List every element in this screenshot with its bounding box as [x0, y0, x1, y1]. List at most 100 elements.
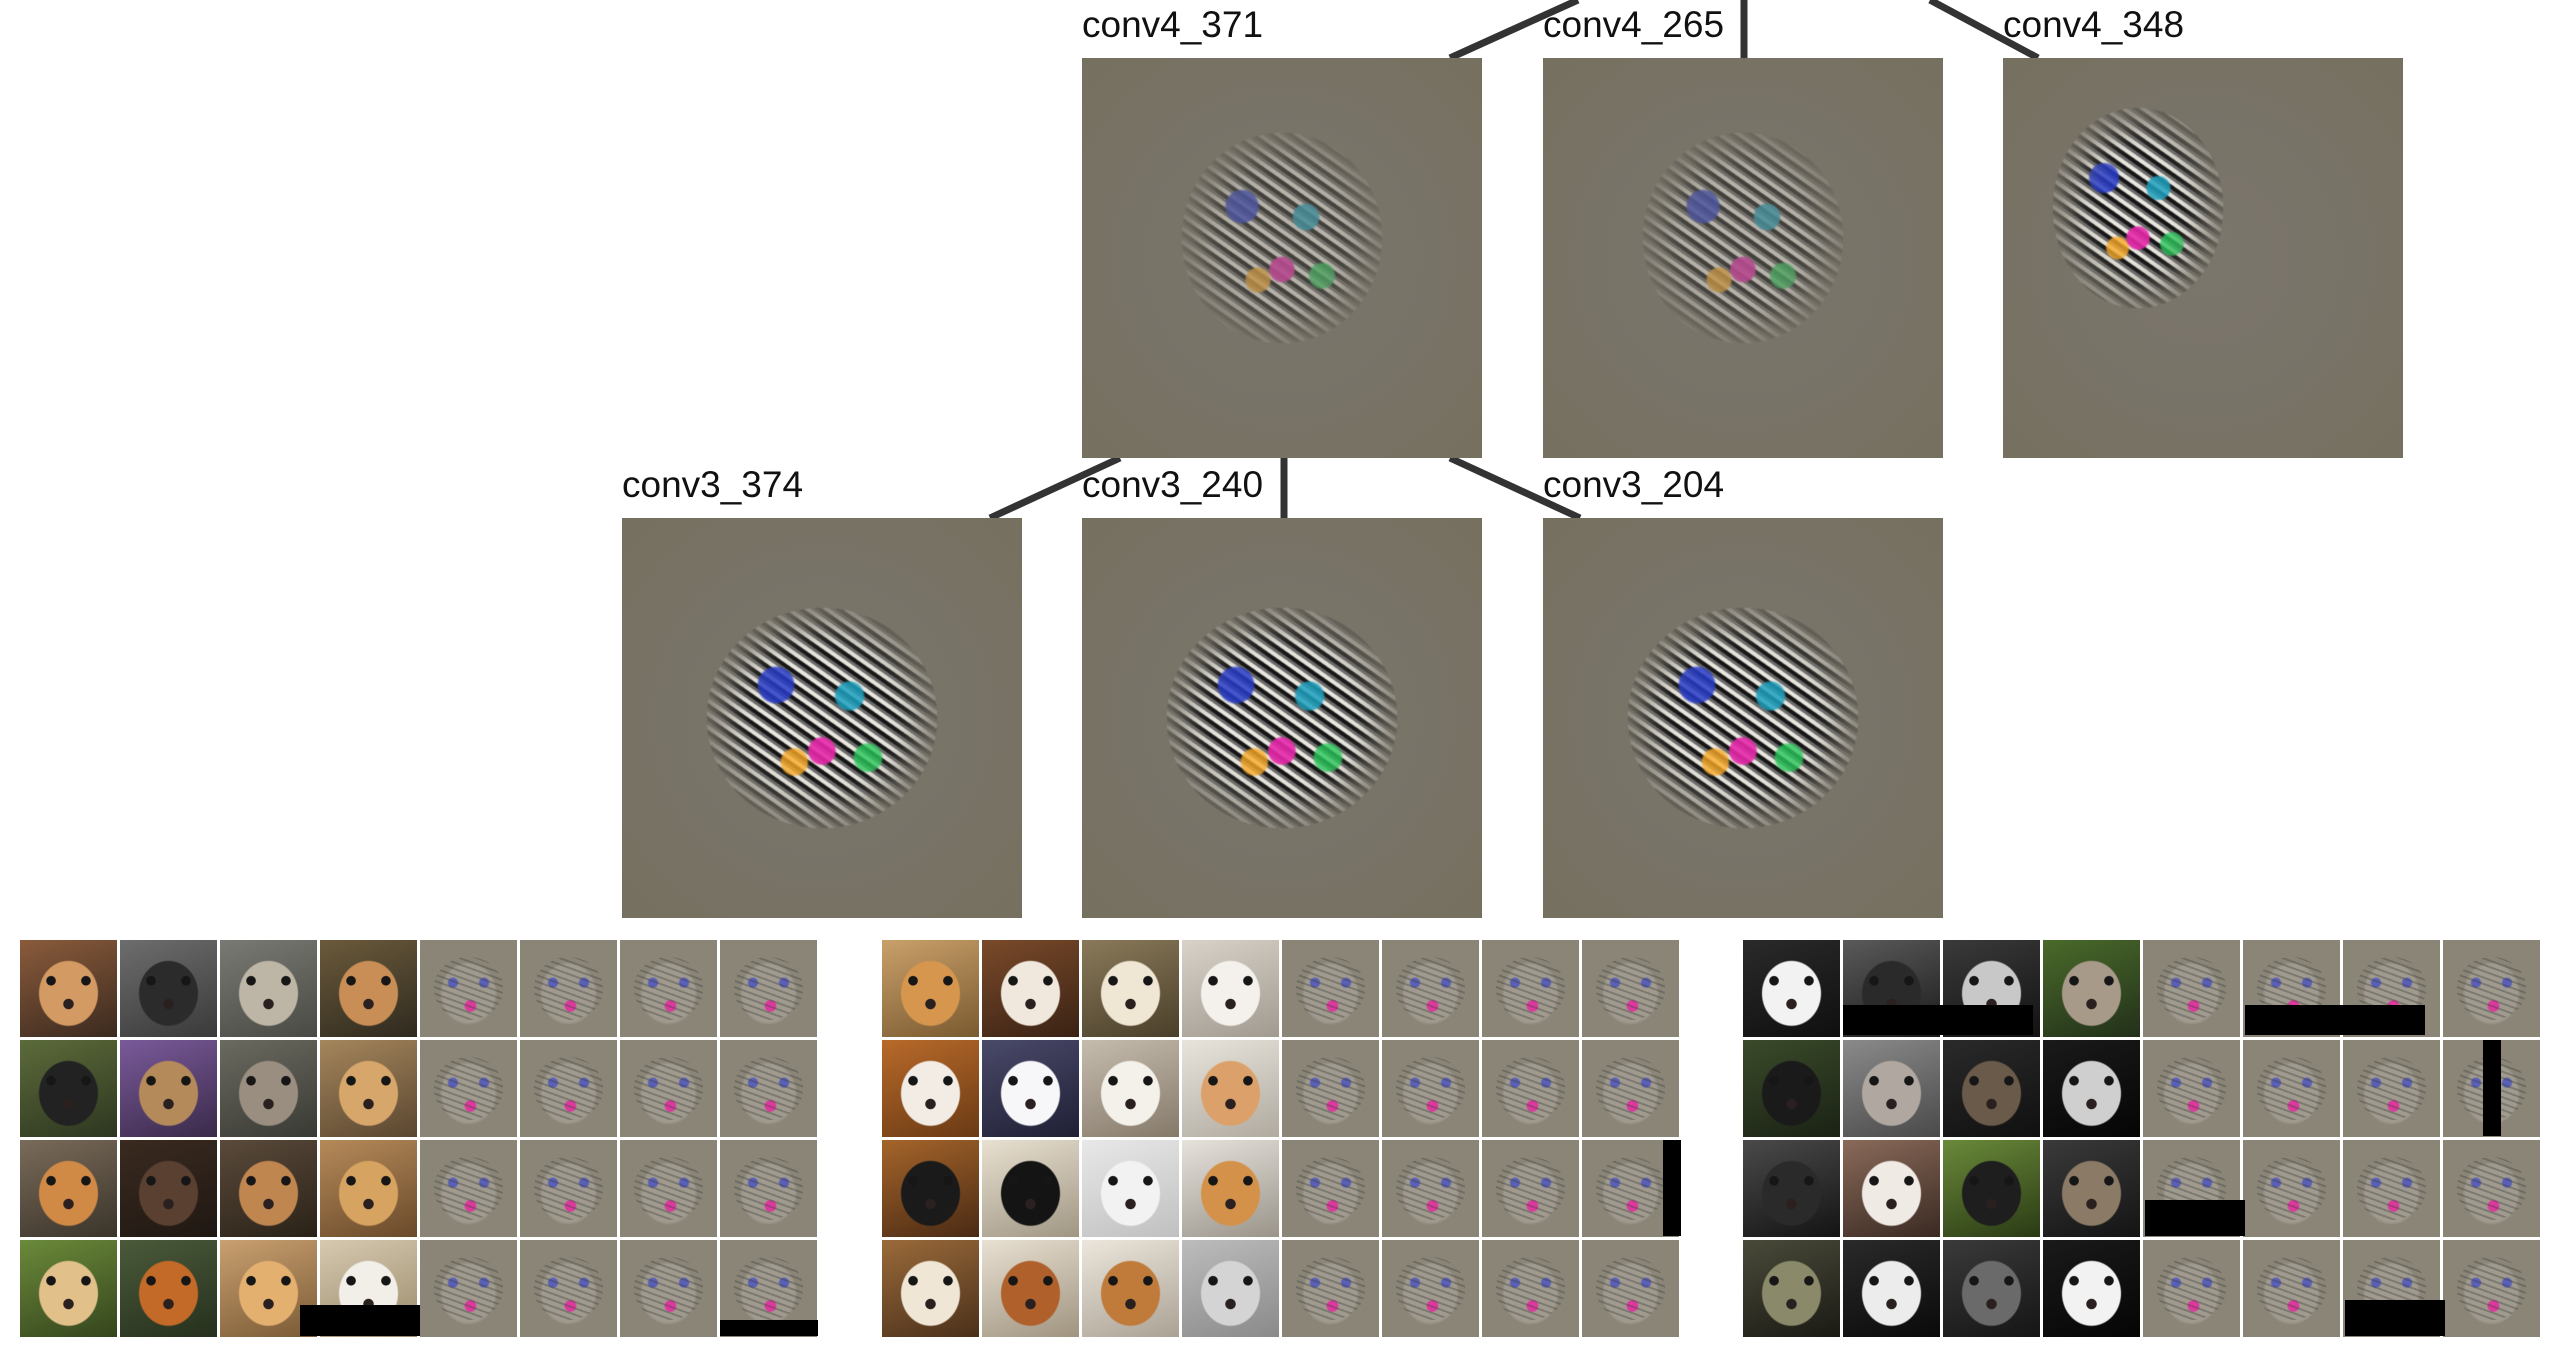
feature-visualization: [1082, 518, 1482, 918]
sample-photo: [1943, 1240, 2040, 1337]
deconv-visualization: [620, 940, 717, 1037]
sample-photo: [1743, 1040, 1840, 1137]
sample-photo: [220, 1140, 317, 1237]
sample-photo: [1082, 1040, 1179, 1137]
deconv-visualization: [1582, 940, 1679, 1037]
deconv-visualization: [1382, 1140, 1479, 1237]
sample-photo: [2043, 1140, 2140, 1237]
grid-right: [1743, 940, 2543, 1337]
sample-photo: [982, 1140, 1079, 1237]
deconv-visualization: [2243, 1040, 2340, 1137]
feature-visualization: [1543, 58, 1943, 458]
deconv-visualization: [720, 940, 817, 1037]
image-padding-bar: [2145, 1200, 2245, 1236]
sample-photo: [2043, 940, 2140, 1037]
node-label: conv3_374: [622, 464, 804, 505]
deconv-visualization: [2443, 1240, 2540, 1337]
sample-photo: [120, 1040, 217, 1137]
sample-photo: [1943, 1040, 2040, 1137]
deconv-visualization: [420, 940, 517, 1037]
sample-photo: [320, 940, 417, 1037]
sample-photo: [220, 1040, 317, 1137]
sample-photo: [20, 1040, 117, 1137]
deconv-visualization: [520, 940, 617, 1037]
sample-photo: [1743, 1240, 1840, 1337]
deconv-visualization: [1482, 1140, 1579, 1237]
deconv-visualization: [2143, 1240, 2240, 1337]
sample-photo: [982, 1040, 1079, 1137]
deconv-visualization: [620, 1240, 717, 1337]
node-label: conv4_265: [1543, 4, 1725, 45]
sample-photo: [1943, 1140, 2040, 1237]
node-label: conv4_348: [2003, 4, 2185, 45]
deconv-visualization: [520, 1140, 617, 1237]
sample-photo: [1843, 1140, 1940, 1237]
sample-photo: [2043, 1040, 2140, 1137]
sample-photo: [120, 1140, 217, 1237]
feature-pattern: [1643, 133, 1843, 343]
deconv-visualization: [420, 1140, 517, 1237]
feature-pattern: [2053, 108, 2223, 308]
node-label: conv3_240: [1082, 464, 1264, 505]
node-conv3_240: conv3_240: [1082, 460, 1482, 918]
deconv-visualization: [420, 1040, 517, 1137]
deconv-visualization: [2343, 1040, 2440, 1137]
sample-photo: [120, 1240, 217, 1337]
deconv-visualization: [1282, 1040, 1379, 1137]
deconv-visualization: [1282, 1140, 1379, 1237]
deconv-visualization: [1582, 1240, 1679, 1337]
deconv-visualization: [2343, 1140, 2440, 1237]
feature-visualization: [1543, 518, 1943, 918]
deconv-visualization: [1382, 1240, 1479, 1337]
deconv-visualization: [720, 1140, 817, 1237]
deconv-visualization: [1582, 1040, 1679, 1137]
deconv-visualization: [2243, 1140, 2340, 1237]
sample-photo: [882, 1040, 979, 1137]
deconv-visualization: [420, 1240, 517, 1337]
sample-photo: [1743, 1140, 1840, 1237]
feature-pattern: [1182, 133, 1382, 343]
feature-visualization: [622, 518, 1022, 918]
sample-photo: [1182, 1240, 1279, 1337]
deconv-visualization: [520, 1240, 617, 1337]
sample-photo: [882, 1240, 979, 1337]
feature-pattern: [707, 608, 937, 828]
node-label: conv4_371: [1082, 4, 1264, 45]
sample-photo: [320, 1040, 417, 1137]
node-conv3_204: conv3_204: [1543, 460, 1943, 918]
deconv-visualization: [720, 1040, 817, 1137]
deconv-visualization: [2143, 940, 2240, 1037]
sample-photo: [320, 1140, 417, 1237]
deconv-visualization: [2243, 1240, 2340, 1337]
feature-visualization: [2003, 58, 2403, 458]
sample-photo: [1843, 1040, 1940, 1137]
deconv-visualization: [620, 1040, 717, 1137]
sample-photo: [120, 940, 217, 1037]
deconv-visualization: [1282, 940, 1379, 1037]
node-conv3_374: conv3_374: [622, 460, 1022, 918]
sample-photo: [882, 940, 979, 1037]
deconv-visualization: [2443, 1140, 2540, 1237]
node-conv4_348: conv4_348: [2003, 0, 2403, 458]
sample-photo: [1843, 1240, 1940, 1337]
image-padding-bar: [1843, 1005, 2033, 1035]
image-padding-bar: [1663, 1140, 1681, 1236]
sample-photo: [1082, 1240, 1179, 1337]
deconv-visualization: [1482, 1240, 1579, 1337]
node-label: conv3_204: [1543, 464, 1725, 505]
sample-photo: [1082, 940, 1179, 1037]
sample-photo: [982, 1240, 1079, 1337]
feature-pattern: [1628, 608, 1858, 828]
image-padding-bar: [720, 1320, 818, 1336]
deconv-visualization: [520, 1040, 617, 1137]
deconv-visualization: [2443, 940, 2540, 1037]
sample-photo: [882, 1140, 979, 1237]
node-conv4_371: conv4_371: [1082, 0, 1482, 458]
sample-photo: [1182, 1140, 1279, 1237]
sample-photo: [220, 940, 317, 1037]
sample-photo: [2043, 1240, 2140, 1337]
image-padding-bar: [300, 1305, 420, 1336]
deconv-visualization: [1482, 1040, 1579, 1137]
deconv-visualization: [1282, 1240, 1379, 1337]
feature-visualization: [1082, 58, 1482, 458]
